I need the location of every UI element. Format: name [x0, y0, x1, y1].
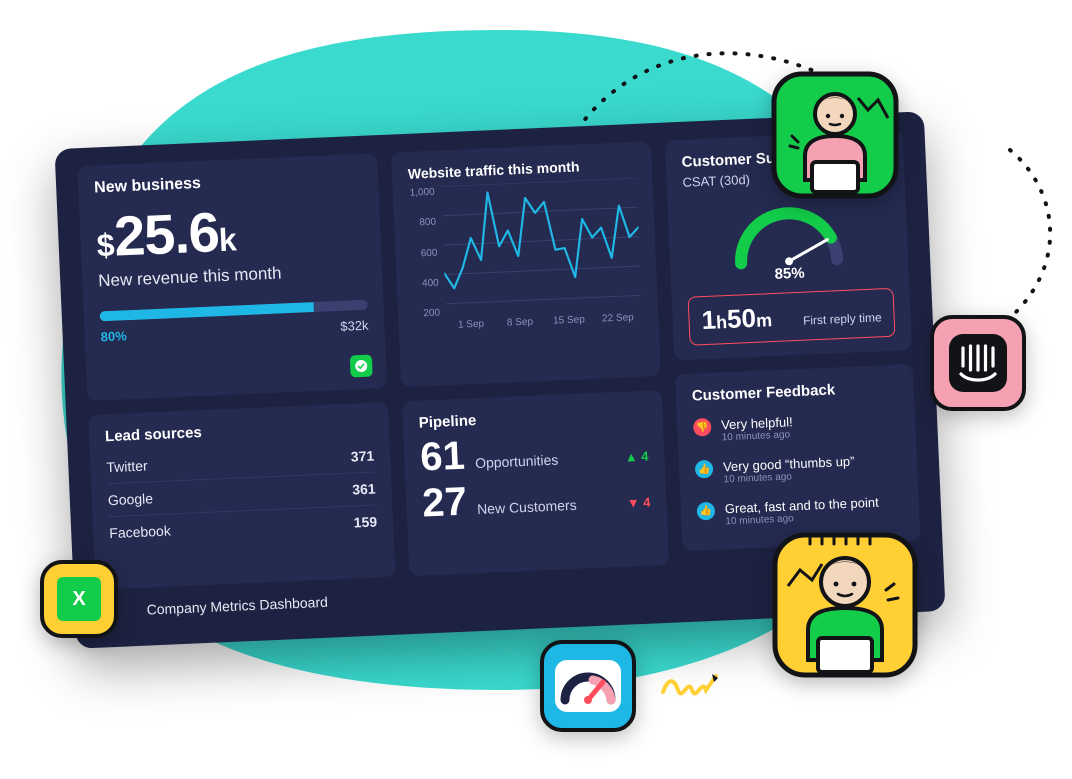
progress-fill — [100, 302, 315, 321]
intercom-badge-icon — [930, 315, 1026, 411]
pipeline-panel: Pipeline 61 Opportunities ▲ 4 27 New Custome… — [402, 390, 669, 576]
lead-count: 159 — [353, 514, 377, 531]
first-reply-label: First reply time — [803, 310, 882, 327]
csat-pct: 85% — [774, 265, 805, 283]
progress-target: $32k — [340, 318, 369, 334]
revenue-currency: $ — [96, 227, 115, 265]
revenue-value: $ 25.6 k — [95, 198, 365, 266]
pipeline-label: New Customers — [477, 497, 577, 517]
thumb-icon: 👍 — [697, 502, 716, 521]
lead-count: 361 — [352, 481, 376, 498]
pipeline-delta: ▲ 4 — [624, 449, 648, 465]
pipeline-delta: ▼ 4 — [626, 495, 650, 511]
progress-track — [100, 300, 368, 322]
lead-name: Facebook — [109, 523, 171, 542]
pipeline-value: 27 — [421, 482, 467, 524]
pipeline-value: 61 — [419, 436, 465, 478]
feedback-body: Very helpful!10 minutes ago — [721, 414, 794, 443]
revenue-progress: 80% $32k — [100, 300, 369, 345]
lead-sources-panel: Lead sources Twitter371Google361Facebook… — [88, 402, 395, 589]
revenue-unit: k — [218, 221, 237, 259]
pipeline-title: Pipeline — [418, 405, 647, 432]
progress-pct: 80% — [100, 328, 127, 344]
person-avatar-2-icon — [770, 530, 920, 680]
traffic-chart: 1,000800600400200 1 Sep8 Sep15 Sep22 Sep — [409, 178, 643, 338]
squiggle-icon — [660, 670, 720, 700]
revenue-amount: 25.6 — [113, 204, 220, 265]
revenue-panel: New business $ 25.6 k New revenue this m… — [77, 153, 387, 401]
feedback-item: 👍 Great, fast and to the point10 minutes … — [696, 486, 904, 537]
traffic-y-axis: 1,000800600400200 — [409, 186, 445, 319]
gauge-badge-icon — [540, 640, 636, 732]
traffic-x-axis: 1 Sep8 Sep15 Sep22 Sep — [446, 312, 643, 337]
pipeline-label: Opportunities — [475, 452, 559, 472]
lead-name: Twitter — [106, 458, 148, 476]
first-reply-box: 1h50m First reply time — [688, 288, 896, 346]
thumb-icon: 👍 — [695, 460, 714, 479]
lead-name: Google — [108, 491, 154, 509]
pipeline-list: 61 Opportunities ▲ 4 27 New Customers ▼ 4 — [419, 428, 651, 524]
excel-badge-icon: X — [40, 560, 118, 638]
traffic-title: Website traffic this month — [408, 156, 636, 182]
feedback-body: Very good “thumbs up”10 minutes ago — [723, 454, 856, 486]
feedback-list: 👎 Very helpful!10 minutes ago 👍 Very good “… — [693, 402, 904, 537]
new-business-heading: New business — [94, 168, 363, 198]
feedback-time: 10 minutes ago — [721, 429, 793, 443]
gauge-icon — [716, 188, 859, 274]
person-avatar-1-icon — [770, 70, 900, 200]
customer-feedback-panel: Customer Feedback 👎 Very helpful!10 minut… — [675, 364, 920, 551]
csat-gauge: 85% — [683, 187, 893, 287]
feedback-body: Great, fast and to the point10 minutes a… — [725, 495, 880, 528]
pipeline-row: 61 Opportunities ▲ 4 — [419, 428, 649, 478]
first-reply-value: 1h50m — [701, 302, 773, 336]
feedback-title: Customer Feedback — [692, 379, 899, 405]
source-badge-icon — [350, 355, 373, 378]
traffic-line-chart — [440, 178, 641, 304]
leads-list: Twitter 371 Google 361 Facebook 159 — [106, 440, 378, 550]
traffic-panel: Website traffic this month 1,00080060040… — [391, 141, 661, 387]
thumb-icon: 👎 — [693, 418, 712, 437]
lead-count: 371 — [351, 448, 375, 465]
pipeline-row: 27 New Customers ▼ 4 — [421, 474, 651, 524]
